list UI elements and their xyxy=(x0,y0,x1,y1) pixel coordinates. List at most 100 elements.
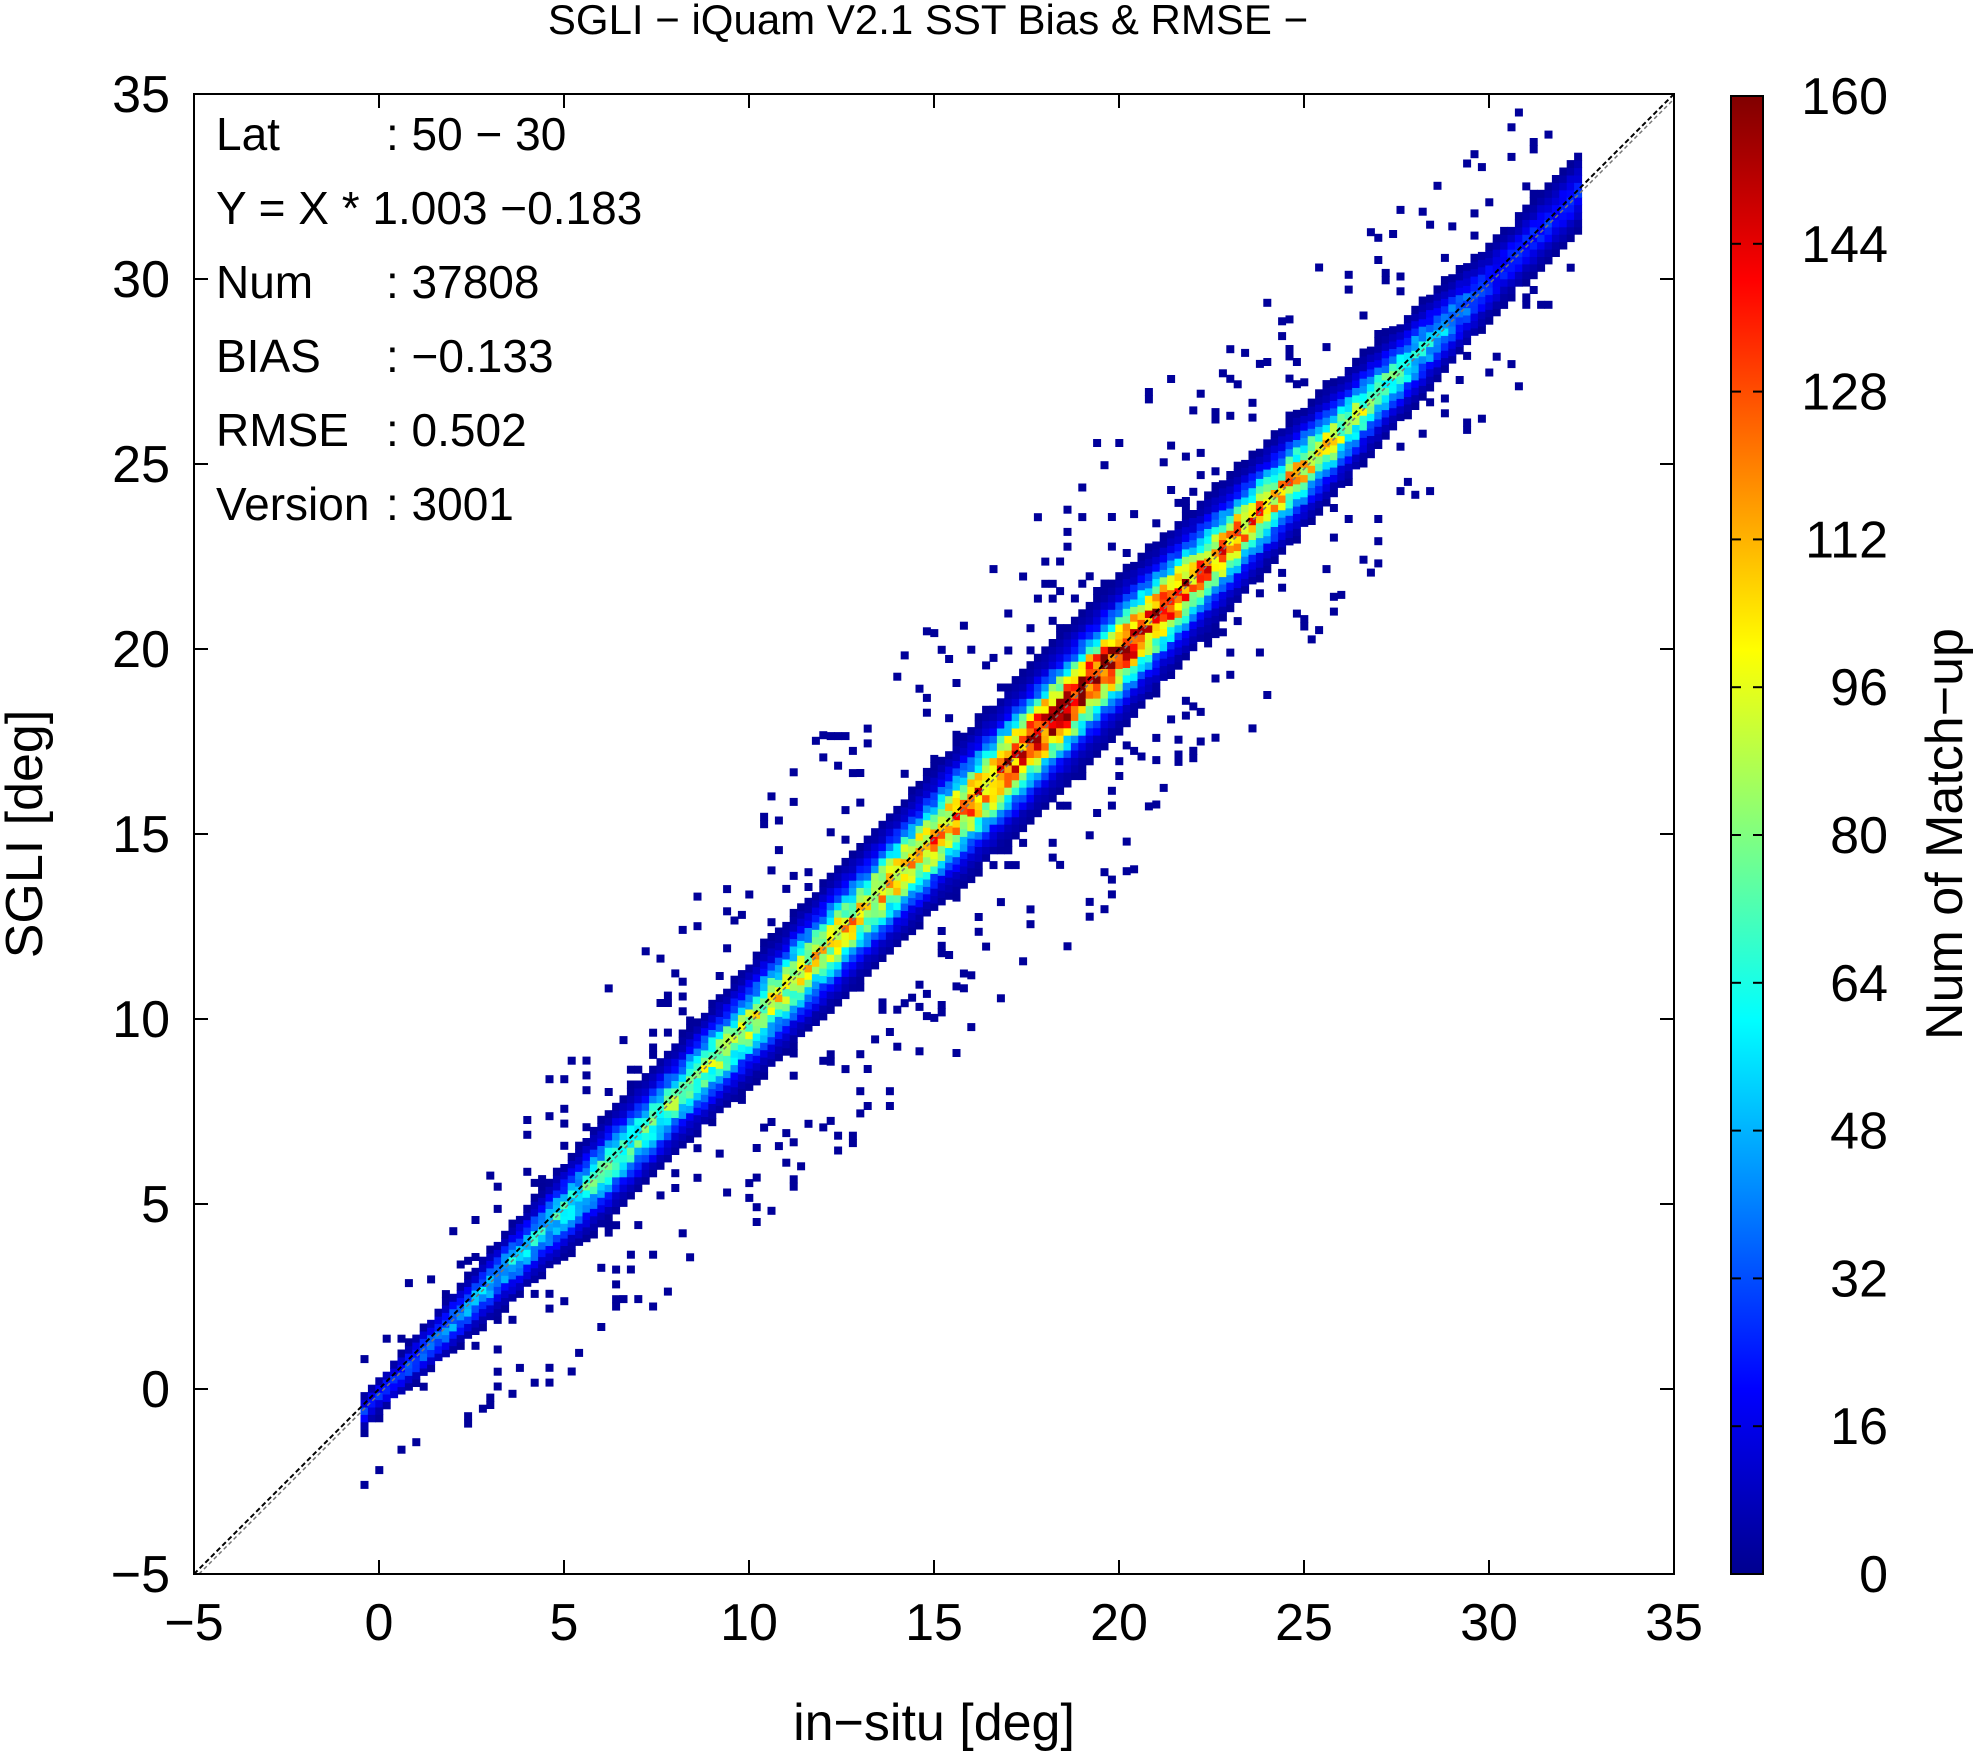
heatmap-cell xyxy=(1559,241,1568,250)
heatmap-cell xyxy=(1403,381,1412,390)
heatmap-cell xyxy=(982,787,991,796)
heatmap-cell xyxy=(893,931,902,940)
heatmap-cell xyxy=(530,1193,539,1202)
heatmap-cell xyxy=(900,999,909,1008)
heatmap-cell xyxy=(412,1438,421,1447)
heatmap-cell xyxy=(1263,691,1272,699)
heatmap-cell xyxy=(486,1297,495,1306)
heatmap-cell xyxy=(1403,411,1412,420)
heatmap-cell xyxy=(1078,631,1087,640)
heatmap-cell xyxy=(1019,742,1028,751)
heatmap-cell xyxy=(382,1393,391,1402)
heatmap-cell xyxy=(1403,477,1412,486)
heatmap-cell xyxy=(649,1132,658,1141)
heatmap-cell xyxy=(1100,675,1109,684)
heatmap-cell xyxy=(471,1282,480,1291)
heatmap-cell xyxy=(996,794,1005,803)
heatmap-cell xyxy=(1026,720,1035,729)
heatmap-cell xyxy=(1433,329,1442,338)
heatmap-cell xyxy=(982,816,991,825)
heatmap-cell xyxy=(1144,587,1153,596)
heatmap-cell xyxy=(1144,550,1153,559)
heatmap-cell xyxy=(1463,337,1472,346)
heatmap-cell xyxy=(671,1095,680,1104)
heatmap-cell xyxy=(1359,385,1368,394)
heatmap-cell xyxy=(1455,316,1464,325)
heatmap-cell xyxy=(1485,257,1494,266)
heatmap-cell xyxy=(1403,344,1412,353)
heatmap-cell xyxy=(1085,897,1094,906)
heatmap-cell xyxy=(1048,594,1057,603)
heatmap-cell xyxy=(575,1223,584,1232)
heatmap-cell xyxy=(1093,705,1102,714)
heatmap-cell xyxy=(582,1226,591,1235)
heatmap-cell xyxy=(974,913,983,921)
heatmap-cell xyxy=(1019,705,1028,714)
heatmap-cell xyxy=(612,1176,621,1185)
heatmap-cell xyxy=(678,925,687,934)
heatmap-cell xyxy=(1063,801,1072,810)
heatmap-cell xyxy=(1403,322,1412,331)
heatmap-cell xyxy=(1403,389,1412,398)
heatmap-cell xyxy=(730,1086,739,1095)
heatmap-cell xyxy=(375,1399,384,1408)
heatmap-cell xyxy=(848,769,857,778)
heatmap-cell xyxy=(1537,263,1546,272)
heatmap-cell xyxy=(789,1005,798,1014)
heatmap-cell xyxy=(804,868,813,877)
heatmap-cell xyxy=(1063,542,1072,551)
heatmap-cell xyxy=(1026,698,1035,707)
heatmap-cell xyxy=(523,1249,532,1258)
heatmap-cell xyxy=(1233,572,1242,581)
heatmap-cell xyxy=(797,969,806,978)
heatmap-cell xyxy=(1115,690,1124,699)
heatmap-cell xyxy=(397,1334,406,1343)
heatmap-cell xyxy=(989,801,998,810)
heatmap-cell xyxy=(1551,204,1560,213)
heatmap-cell xyxy=(782,1032,791,1041)
heatmap-cell xyxy=(1248,517,1257,526)
heatmap-cell xyxy=(678,1073,687,1082)
heatmap-cell xyxy=(1100,653,1109,662)
heatmap-cell xyxy=(693,1122,702,1130)
heatmap-cell xyxy=(649,1250,658,1259)
heatmap-cell xyxy=(656,1139,665,1148)
heatmap-cell xyxy=(1085,572,1094,581)
heatmap-cell xyxy=(1204,491,1213,500)
heatmap-cell xyxy=(1152,630,1161,639)
heatmap-cell xyxy=(1537,219,1546,228)
heatmap-cell xyxy=(700,1079,709,1088)
heatmap-cell xyxy=(1344,418,1353,427)
heatmap-cell xyxy=(1196,596,1205,605)
heatmap-cell xyxy=(1551,175,1560,183)
heatmap-cell xyxy=(1115,720,1124,729)
heatmap-cell xyxy=(1485,287,1494,296)
heatmap-cell xyxy=(1041,646,1050,655)
heatmap-cell xyxy=(1514,249,1523,258)
heatmap-cell xyxy=(1292,483,1301,492)
heatmap-cell xyxy=(493,1382,502,1391)
colorbar-tick-label: 64 xyxy=(1830,955,1888,1013)
heatmap-cell xyxy=(693,922,702,931)
heatmap-cell xyxy=(1100,742,1109,751)
heatmap-cell xyxy=(493,1301,502,1310)
heatmap-cell xyxy=(1056,720,1065,729)
heatmap-cell xyxy=(560,1186,569,1195)
heatmap-cell xyxy=(967,867,976,876)
heatmap-cell xyxy=(1241,570,1250,579)
one-to-one-line-light xyxy=(198,98,1675,1575)
heatmap-cell xyxy=(545,1260,554,1269)
heatmap-cell xyxy=(989,816,998,825)
heatmap-cell xyxy=(952,819,961,828)
heatmap-cell xyxy=(1337,428,1346,437)
heatmap-cell xyxy=(1048,676,1057,684)
heatmap-cell xyxy=(619,1176,628,1185)
heatmap-cell xyxy=(656,954,665,963)
heatmap-cell xyxy=(626,1117,635,1126)
heatmap-cell xyxy=(678,1110,687,1119)
heatmap-cell xyxy=(449,1308,458,1317)
heatmap-cell xyxy=(1048,698,1057,707)
heatmap-cell xyxy=(1167,648,1176,657)
heatmap-cell xyxy=(908,867,917,876)
heatmap-cell xyxy=(538,1204,547,1213)
